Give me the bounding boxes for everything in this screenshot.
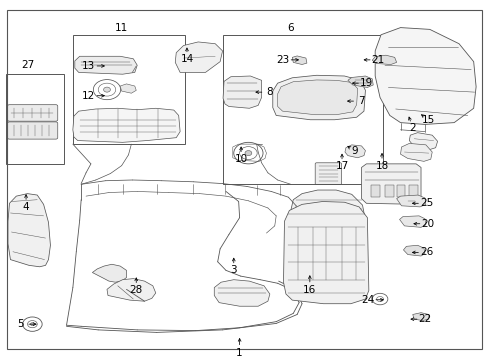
Text: 23: 23 xyxy=(275,55,288,65)
Polygon shape xyxy=(75,56,137,74)
Bar xyxy=(370,185,379,197)
Polygon shape xyxy=(374,28,475,125)
Text: 26: 26 xyxy=(419,247,432,257)
Text: 2: 2 xyxy=(408,123,415,133)
Text: 15: 15 xyxy=(421,115,434,125)
Polygon shape xyxy=(73,108,180,142)
FancyBboxPatch shape xyxy=(7,122,58,139)
FancyBboxPatch shape xyxy=(315,163,341,185)
Polygon shape xyxy=(361,164,420,204)
Polygon shape xyxy=(347,76,372,87)
Text: 5: 5 xyxy=(17,319,23,329)
Text: 4: 4 xyxy=(22,202,29,212)
Text: 11: 11 xyxy=(115,23,128,33)
Polygon shape xyxy=(292,56,306,64)
Text: 24: 24 xyxy=(360,295,373,305)
Bar xyxy=(408,185,417,197)
Bar xyxy=(396,185,405,197)
Polygon shape xyxy=(344,145,365,158)
Bar xyxy=(384,185,393,197)
Polygon shape xyxy=(214,280,269,306)
Text: 7: 7 xyxy=(358,96,364,106)
Bar xyxy=(73,35,184,144)
Text: 22: 22 xyxy=(417,314,430,324)
Polygon shape xyxy=(396,195,425,207)
Text: 25: 25 xyxy=(419,198,432,208)
Text: 16: 16 xyxy=(303,285,316,295)
Bar xyxy=(222,35,383,184)
Text: 3: 3 xyxy=(230,265,237,275)
Bar xyxy=(5,74,64,164)
Polygon shape xyxy=(120,84,136,93)
Circle shape xyxy=(30,323,34,325)
Text: 12: 12 xyxy=(81,91,95,101)
Polygon shape xyxy=(277,80,357,115)
Polygon shape xyxy=(403,245,424,256)
Polygon shape xyxy=(408,132,437,149)
Text: 19: 19 xyxy=(359,78,372,88)
Circle shape xyxy=(103,87,110,92)
Polygon shape xyxy=(371,55,396,64)
Polygon shape xyxy=(283,202,368,304)
Text: 17: 17 xyxy=(335,161,348,171)
Polygon shape xyxy=(107,279,156,301)
Text: 8: 8 xyxy=(266,87,273,97)
FancyBboxPatch shape xyxy=(7,105,58,121)
Text: 1: 1 xyxy=(236,348,243,358)
Polygon shape xyxy=(399,216,425,227)
Polygon shape xyxy=(223,76,261,108)
Text: 18: 18 xyxy=(375,161,388,171)
Polygon shape xyxy=(290,190,365,237)
Polygon shape xyxy=(400,143,431,161)
Text: 6: 6 xyxy=(287,23,294,33)
Polygon shape xyxy=(175,42,222,72)
Polygon shape xyxy=(412,313,428,320)
Text: 21: 21 xyxy=(371,55,384,65)
Polygon shape xyxy=(92,264,126,282)
Polygon shape xyxy=(8,194,50,267)
Text: 20: 20 xyxy=(421,219,433,229)
Text: 9: 9 xyxy=(351,146,357,156)
Text: 27: 27 xyxy=(21,60,34,70)
Text: 10: 10 xyxy=(234,154,247,164)
Circle shape xyxy=(244,150,251,156)
Text: 13: 13 xyxy=(81,61,95,71)
Text: 28: 28 xyxy=(129,285,142,295)
Polygon shape xyxy=(272,75,365,120)
Text: 14: 14 xyxy=(180,54,193,64)
